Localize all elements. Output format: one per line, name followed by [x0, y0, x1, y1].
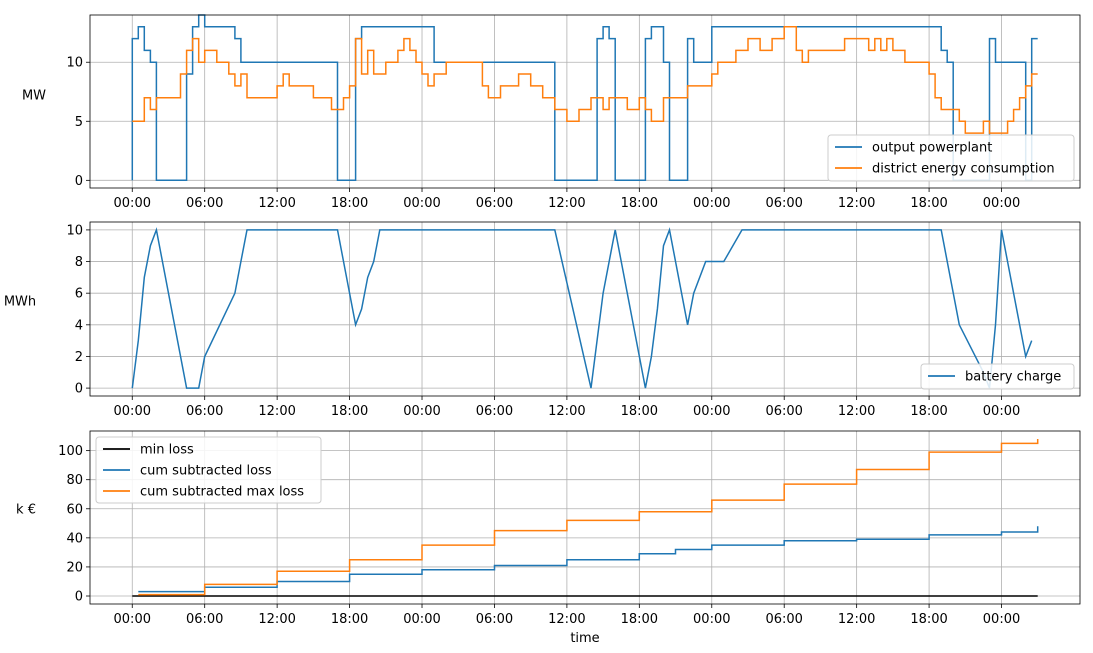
legend-entry: battery charge: [965, 370, 1061, 385]
y-tick-label: 40: [66, 531, 83, 546]
x-tick-label: 12:00: [548, 612, 585, 627]
series-line-cum-subtracted-loss: [138, 526, 1039, 593]
loss-panel: 00:00 06:00 12:00 18:00 00:00 06:00 12:00 18:00…: [16, 430, 1081, 627]
y-tick-label: 10: [66, 223, 83, 238]
x-tick-label: 06:00: [476, 612, 513, 627]
y-tick-label: 0: [75, 174, 83, 189]
x-tick-label: 06:00: [186, 196, 223, 211]
y-tick-label: 0: [75, 382, 83, 397]
x-tick-label: 18:00: [331, 196, 368, 211]
x-tick-label: 12:00: [258, 404, 295, 419]
x-tick-label: 06:00: [476, 196, 513, 211]
y-tick-label: 5: [75, 115, 83, 130]
legend: battery charge: [920, 363, 1075, 390]
x-tick-label: 18:00: [910, 196, 947, 211]
x-tick-label: 00:00: [983, 196, 1020, 211]
x-tick-label: 18:00: [910, 404, 947, 419]
legend-box: [827, 134, 1075, 182]
y-tick-label: 100: [58, 444, 83, 459]
x-tick-label: 06:00: [765, 196, 802, 211]
y-tick-label: 80: [66, 473, 83, 488]
x-tick-label: 18:00: [910, 612, 947, 627]
x-tick-label: 18:00: [331, 404, 368, 419]
legend: output powerplant district energy consump…: [827, 134, 1075, 182]
y-axis-label: MW: [22, 89, 46, 104]
x-tick-label: 00:00: [693, 404, 730, 419]
y-tick-label: 60: [66, 502, 83, 517]
y-tick-label: 0: [75, 590, 83, 605]
x-tick-label: 06:00: [186, 404, 223, 419]
x-tick-label: 12:00: [838, 612, 875, 627]
legend-entry: output powerplant: [872, 141, 992, 156]
x-tick-label: 06:00: [765, 404, 802, 419]
legend-box: [95, 436, 322, 504]
y-tick-label: 2: [75, 350, 83, 365]
y-tick-label: 4: [75, 318, 83, 333]
y-tick-label: 10: [66, 56, 83, 71]
x-tick-label: 12:00: [548, 404, 585, 419]
legend-box: [920, 363, 1075, 390]
y-axis-label: k €: [16, 503, 36, 518]
series-line-district-energy-consumption: [132, 26, 1038, 134]
legend-entry: district energy consumption: [872, 162, 1055, 177]
x-tick-label: 18:00: [331, 612, 368, 627]
x-tick-label: 06:00: [186, 612, 223, 627]
series-line-cum-subtracted-max-loss: [138, 439, 1039, 596]
y-tick-label: 6: [75, 287, 83, 302]
x-tick-label: 18:00: [621, 196, 658, 211]
x-tick-label: 00:00: [983, 404, 1020, 419]
x-tick-label: 00:00: [693, 612, 730, 627]
x-tick-label: 18:00: [621, 612, 658, 627]
x-tick-label: 06:00: [765, 612, 802, 627]
x-tick-label: 00:00: [114, 404, 151, 419]
x-tick-label: 12:00: [258, 196, 295, 211]
x-tick-label: 18:00: [621, 404, 658, 419]
y-tick-label: 8: [75, 255, 83, 270]
x-tick-label: 12:00: [838, 404, 875, 419]
x-tick-label: 12:00: [548, 196, 585, 211]
x-tick-label: 12:00: [838, 196, 875, 211]
legend: min loss cum subtracted loss cum subtracte…: [95, 436, 322, 504]
x-tick-label: 00:00: [693, 196, 730, 211]
x-tick-label: 12:00: [258, 612, 295, 627]
axes-frame: [89, 430, 1081, 605]
x-axis-label: time: [570, 631, 599, 646]
x-tick-label: 00:00: [403, 404, 440, 419]
battery-panel: 00:00 06:00 12:00 18:00 00:00 06:00 12:00 18:00…: [4, 221, 1081, 419]
axes-frame: [89, 221, 1081, 397]
legend-entry: min loss: [140, 443, 194, 458]
power-panel: 00:00 06:00 12:00 18:00 00:00 06:00 12:00 18:00…: [22, 14, 1081, 211]
x-tick-label: 00:00: [114, 612, 151, 627]
legend-entry: cum subtracted loss: [140, 464, 272, 479]
y-tick-label: 20: [66, 560, 83, 575]
series-line-output-powerplant: [131, 14, 1038, 182]
x-tick-label: 00:00: [983, 612, 1020, 627]
x-tick-label: 00:00: [403, 612, 440, 627]
x-tick-label: 00:00: [403, 196, 440, 211]
x-tick-label: 06:00: [476, 404, 513, 419]
series-line-battery-charge: [131, 227, 1033, 389]
y-axis-label: MWh: [4, 295, 36, 310]
axes-frame: [89, 14, 1081, 189]
x-tick-label: 00:00: [114, 196, 151, 211]
legend-entry: cum subtracted max loss: [140, 485, 304, 500]
